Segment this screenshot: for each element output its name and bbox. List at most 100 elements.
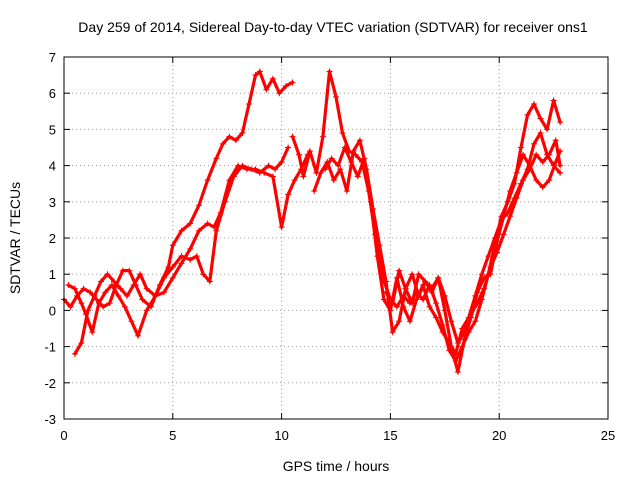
data-point-marker: [193, 253, 200, 260]
data-point-marker: [380, 296, 387, 303]
y-tick-label: -3: [44, 412, 56, 427]
data-point-marker: [446, 339, 453, 346]
data-point-marker: [406, 318, 413, 325]
data-point-marker: [478, 271, 485, 278]
data-point-marker: [195, 202, 202, 209]
data-point-marker: [426, 303, 433, 310]
data-point-marker: [187, 220, 194, 227]
data-point-marker: [367, 198, 374, 205]
data-point-marker: [104, 271, 111, 278]
data-point-marker: [409, 300, 416, 307]
data-point-marker: [78, 300, 85, 307]
data-point-marker: [328, 155, 335, 162]
data-point-marker: [491, 235, 498, 241]
x-tick-label: 25: [601, 428, 615, 443]
data-point-marker: [100, 303, 107, 310]
data-point-marker: [206, 278, 213, 285]
data-point-marker: [124, 292, 131, 299]
data-point-marker: [396, 318, 403, 325]
data-point-marker: [467, 311, 474, 318]
data-point-marker: [546, 151, 553, 158]
data-point-marker: [441, 307, 448, 314]
data-point-marker: [550, 162, 557, 169]
data-point-marker: [400, 303, 407, 310]
data-point-marker: [78, 339, 85, 346]
data-point-marker: [350, 148, 357, 155]
data-point-marker: [282, 82, 289, 89]
data-point-marker: [472, 292, 479, 299]
data-point-marker: [544, 126, 551, 133]
data-point-marker: [256, 169, 263, 176]
x-tick-label: 15: [383, 428, 397, 443]
data-point-marker: [517, 144, 524, 151]
data-point-marker: [448, 318, 455, 325]
data-point-marker: [485, 253, 492, 260]
data-point-marker: [383, 278, 390, 285]
data-point-marker: [550, 97, 557, 104]
data-point-marker: [507, 213, 514, 220]
data-point-marker: [507, 187, 514, 194]
data-point-marker: [531, 140, 538, 147]
data-point-marker: [102, 289, 109, 296]
data-point-marker: [119, 267, 126, 274]
y-tick-label: 5: [49, 122, 56, 137]
y-axis-tick-labels: -3 -2 -1 0 1 2 3 4 5 6 7: [44, 50, 56, 427]
data-point-marker: [537, 115, 544, 122]
data-point-marker: [311, 187, 318, 194]
data-point-marker: [128, 318, 135, 325]
data-point-marker: [472, 318, 479, 325]
data-point-marker: [143, 285, 150, 292]
data-point-marker: [111, 278, 118, 285]
data-point-marker: [195, 227, 202, 234]
data-point-marker: [480, 285, 487, 292]
data-point-marker: [117, 285, 124, 292]
data-point-marker: [433, 300, 440, 307]
data-point-marker: [326, 68, 333, 75]
data-point-marker: [143, 307, 150, 314]
y-tick-label: 2: [49, 231, 56, 246]
data-point-marker: [420, 296, 427, 303]
data-point-marker: [285, 144, 292, 151]
data-point-marker: [67, 303, 74, 310]
data-point-marker: [383, 289, 390, 296]
data-point-marker: [343, 187, 350, 194]
data-point-marker: [524, 111, 531, 118]
data-point-marker: [435, 274, 442, 281]
data-point-marker: [272, 166, 279, 173]
x-tick-label: 20: [492, 428, 506, 443]
data-point-marker: [87, 289, 94, 296]
series-track-3: [65, 144, 292, 339]
data-point-marker: [178, 227, 185, 234]
data-point-marker: [65, 282, 72, 289]
data-point-marker: [354, 173, 361, 180]
data-point-marker: [557, 169, 564, 176]
data-point-marker: [300, 173, 307, 180]
data-point-marker: [276, 90, 283, 97]
data-point-marker: [454, 339, 461, 346]
data-point-marker: [361, 155, 368, 162]
data-point-marker: [533, 177, 540, 184]
data-point-marker: [71, 285, 78, 292]
data-point-marker: [230, 173, 237, 180]
y-tick-label: 6: [49, 86, 56, 101]
data-point-marker: [285, 191, 292, 198]
series-track-7: [383, 137, 564, 346]
data-point-marker: [93, 296, 100, 303]
data-point-marker: [187, 245, 194, 252]
data-point-marker: [428, 289, 435, 296]
data-point-marker: [137, 271, 144, 278]
x-tick-label: 10: [274, 428, 288, 443]
data-point-marker: [91, 292, 98, 299]
data-point-marker: [278, 224, 285, 231]
data-point-marker: [531, 101, 538, 108]
data-point-marker: [263, 86, 270, 93]
data-point-marker: [348, 158, 355, 165]
data-point-marker: [256, 68, 263, 75]
y-tick-label: 1: [49, 267, 56, 282]
data-point-marker: [335, 162, 342, 169]
data-point-marker: [330, 177, 337, 184]
data-point-marker: [409, 271, 416, 278]
data-point-marker: [333, 93, 339, 100]
data-point-marker: [552, 137, 559, 144]
data-point-marker: [498, 216, 505, 223]
